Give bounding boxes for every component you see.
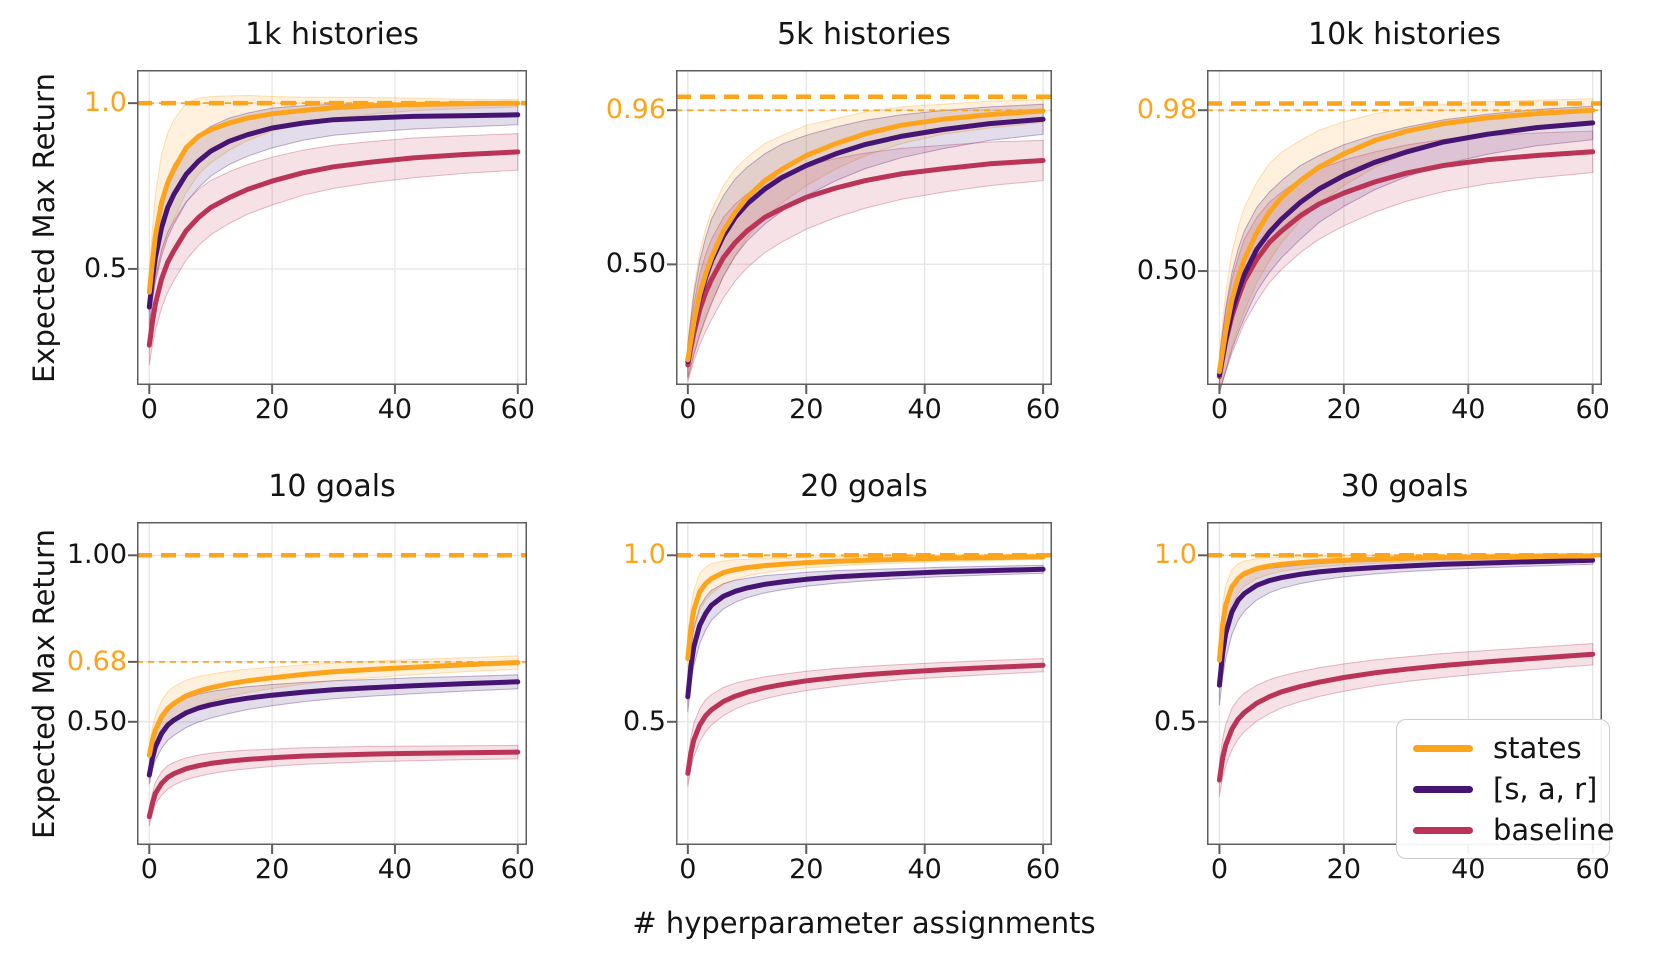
legend-label: states xyxy=(1493,731,1582,765)
subplot-title-1k-histories: 1k histories xyxy=(245,17,419,52)
legend-item-baseline: baseline xyxy=(1413,814,1614,846)
plot-spines xyxy=(1207,70,1602,385)
subplot-1 xyxy=(667,70,1052,394)
x-axis-label: # hyperparameter assignments xyxy=(632,906,1096,940)
subplot-title-5k-histories: 5k histories xyxy=(777,17,951,52)
y-tick-label: 0.50 xyxy=(605,248,666,280)
line-baseline xyxy=(1216,651,1596,783)
x-tick-label: 40 xyxy=(907,394,942,425)
states-line-swatch xyxy=(1413,744,1473,752)
line-sar xyxy=(1216,557,1596,688)
plot-spines xyxy=(137,70,527,385)
subplot-0 xyxy=(128,70,527,394)
confidence-band-baseline xyxy=(687,139,1044,382)
confidence-band-baseline xyxy=(1218,130,1594,394)
x-tick-label: 20 xyxy=(789,854,824,885)
y-tick-label: 1.0 xyxy=(623,539,666,571)
subplot-title-10k-histories: 10k histories xyxy=(1308,17,1501,52)
y-tick-label: 0.96 xyxy=(605,94,666,126)
line-baseline xyxy=(146,749,521,820)
x-tick-label: 0 xyxy=(1210,854,1229,885)
y-tick-label: 0.5 xyxy=(1154,705,1197,737)
subplot-2 xyxy=(1198,70,1602,394)
confidence-band-sar xyxy=(687,564,1044,712)
x-tick-label: 40 xyxy=(1451,854,1486,885)
x-tick-label: 20 xyxy=(1326,854,1362,885)
y-tick-label: 1.0 xyxy=(1154,539,1197,571)
sar-line-swatch xyxy=(1413,785,1473,793)
y-tick-label: 0.5 xyxy=(84,252,127,284)
line-states xyxy=(685,108,1046,363)
y-axis-label-bottom-row: Expected Max Return xyxy=(27,528,61,839)
x-tick-label: 40 xyxy=(377,854,413,885)
x-tick-label: 40 xyxy=(1451,394,1486,425)
subplot-title-20-goals: 20 goals xyxy=(800,469,928,504)
x-tick-label: 20 xyxy=(254,854,290,885)
y-tick-label: 1.0 xyxy=(84,87,127,119)
subplot-3 xyxy=(128,522,527,854)
x-tick-label: 20 xyxy=(1326,394,1362,425)
x-tick-label: 40 xyxy=(377,394,413,425)
x-tick-label: 20 xyxy=(789,394,824,425)
line-states xyxy=(1216,107,1596,375)
subplot-title-10-goals: 10 goals xyxy=(268,469,396,504)
y-tick-label: 0.50 xyxy=(66,705,127,737)
subplot-5 xyxy=(1198,522,1602,854)
plot-spines xyxy=(676,70,1052,385)
legend-label: [s, a, r] xyxy=(1493,772,1598,806)
x-tick-label: 0 xyxy=(679,854,697,885)
x-tick-label: 60 xyxy=(1575,394,1610,425)
confidence-band-states xyxy=(687,98,1044,377)
line-sar xyxy=(685,566,1046,700)
legend-label: baseline xyxy=(1493,813,1615,847)
x-tick-label: 60 xyxy=(500,854,535,885)
legend-item-states: states xyxy=(1413,732,1593,764)
subplot-title-30-goals: 30 goals xyxy=(1340,469,1469,504)
x-tick-label: 0 xyxy=(1210,394,1229,425)
x-tick-label: 60 xyxy=(500,394,535,425)
y-tick-label: 1.00 xyxy=(66,539,127,571)
plot-spines xyxy=(676,522,1052,845)
confidence-band-states xyxy=(687,553,1044,676)
line-sar xyxy=(146,679,521,778)
x-tick-label: 0 xyxy=(140,854,158,885)
line-states xyxy=(685,554,1046,661)
legend: states [s, a, r] baseline xyxy=(1396,719,1614,859)
confidence-band-baseline xyxy=(687,657,1044,787)
y-tick-label: 0.5 xyxy=(623,705,666,737)
confidence-band-sar xyxy=(1218,105,1594,392)
line-states xyxy=(146,100,521,295)
baseline-line-swatch xyxy=(1413,826,1473,834)
x-tick-label: 20 xyxy=(254,394,290,425)
line-states xyxy=(146,660,521,758)
x-tick-label: 60 xyxy=(1575,854,1610,885)
line-sar xyxy=(146,112,521,310)
y-axis-label-top-row: Expected Max Return xyxy=(27,72,61,383)
x-tick-label: 0 xyxy=(140,394,158,425)
plot-spines xyxy=(137,522,527,845)
legend-item-sar: [s, a, r] xyxy=(1413,773,1597,805)
x-tick-label: 0 xyxy=(679,394,697,425)
y-tick-label: 0.68 xyxy=(66,645,127,677)
x-tick-label: 60 xyxy=(1025,854,1061,885)
y-tick-label: 0.50 xyxy=(1136,255,1197,287)
line-baseline xyxy=(685,662,1046,776)
x-tick-label: 60 xyxy=(1025,394,1061,425)
line-baseline xyxy=(146,149,521,348)
subplot-4 xyxy=(667,522,1052,854)
x-tick-label: 40 xyxy=(907,854,942,885)
confidence-band-baseline xyxy=(148,744,519,826)
y-tick-label: 0.98 xyxy=(1136,94,1197,126)
